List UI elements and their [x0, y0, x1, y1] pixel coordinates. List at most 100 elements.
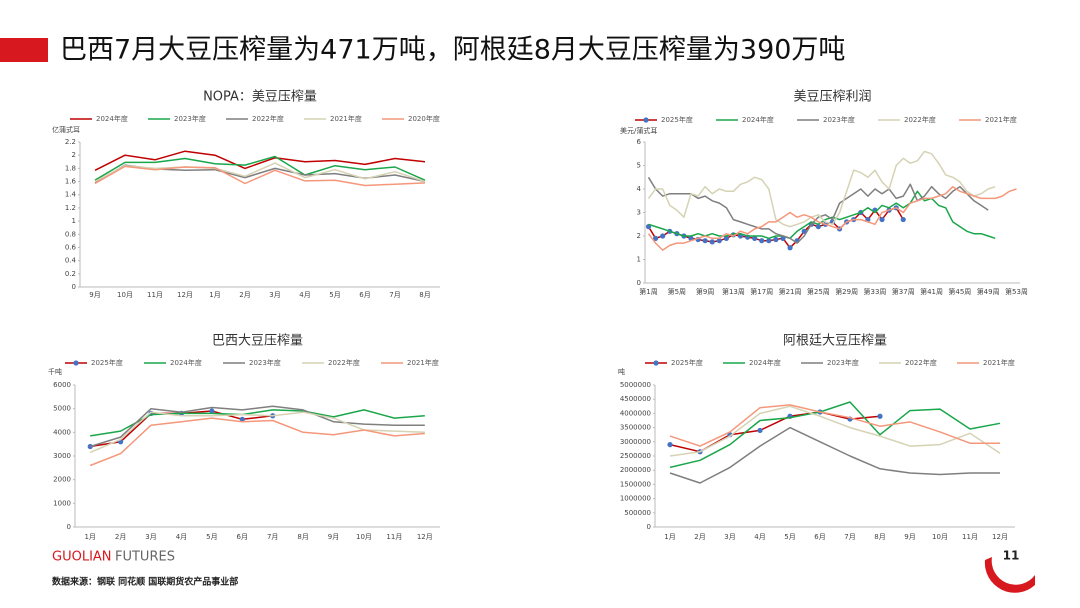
y-tick-label: 3000 [53, 452, 71, 460]
brand: GUOLIAN [52, 550, 112, 565]
x-tick-label: 4月 [754, 533, 765, 541]
series-marker [653, 235, 659, 241]
x-tick-label: 7月 [267, 533, 278, 541]
x-tick-label: 2月 [694, 533, 705, 541]
y-tick-label: 0.8 [65, 230, 76, 238]
series-marker [877, 413, 883, 419]
y-axis-label: 亿蒲式耳 [52, 125, 80, 134]
y-tick-label: 2000000 [620, 466, 651, 474]
legend-label: 2020年度 [408, 114, 440, 123]
y-tick-label: 5000000 [620, 381, 651, 389]
x-tick-label: 9月 [904, 533, 915, 541]
x-tick-label: 第45周 [948, 287, 971, 296]
y-tick-label: 3 [637, 209, 641, 217]
series-marker [716, 238, 722, 244]
page-decoration [984, 557, 1035, 593]
legend-label: 2024年度 [170, 358, 202, 367]
series-marker [879, 216, 885, 223]
series-marker [660, 233, 666, 239]
x-tick-label: 6月 [814, 533, 825, 541]
series-marker [757, 427, 763, 434]
legend-label: 2023年度 [174, 114, 206, 123]
y-tick-label: 6000 [53, 381, 71, 389]
x-tick-label: 3月 [724, 533, 735, 541]
y-tick-label: 1000000 [620, 495, 651, 503]
page-number: 11 [1003, 549, 1020, 563]
x-tick-label: 第21周 [779, 287, 802, 296]
chart-title: NOPA：美豆压榨量 [203, 89, 317, 105]
legend-label: 2024年度 [749, 358, 781, 367]
x-tick-label: 12月 [177, 291, 193, 299]
x-tick-label: 第29周 [835, 287, 858, 296]
legend-marker [643, 117, 649, 123]
y-tick-label: 2 [637, 232, 641, 240]
x-tick-label: 6月 [237, 533, 248, 541]
x-tick-label: 8月 [419, 291, 430, 299]
series-line [89, 411, 425, 454]
x-tick-label: 12月 [417, 533, 433, 541]
series-marker [766, 238, 772, 244]
x-tick-label: 10月 [117, 291, 133, 299]
x-tick-label: 6月 [359, 291, 370, 299]
legend-label: 2021年度 [983, 358, 1015, 367]
legend-label: 2023年度 [827, 358, 859, 367]
x-tick-label: 10月 [356, 533, 372, 541]
series-marker [87, 443, 93, 450]
series-line [647, 185, 1017, 251]
legend-label: 2024年度 [96, 114, 128, 123]
y-tick-label: 0 [67, 523, 71, 531]
legend-label: 2024年度 [742, 115, 774, 124]
legend-label: 2023年度 [249, 358, 281, 367]
x-tick-label: 1月 [209, 291, 220, 299]
x-tick-label: 4月 [176, 533, 187, 541]
series-line [94, 162, 426, 183]
y-tick-label: 1 [72, 217, 76, 225]
series-line [669, 426, 1000, 484]
series-marker [900, 216, 906, 223]
y-tick-label: 0 [637, 279, 641, 287]
legend-marker [73, 360, 79, 366]
x-tick-label: 11月 [147, 291, 163, 299]
series-marker [239, 416, 245, 422]
y-tick-label: 5 [637, 162, 641, 170]
x-tick-label: 3月 [269, 291, 280, 299]
legend-label: 2025年度 [661, 115, 693, 124]
x-tick-label: 第37周 [892, 287, 915, 296]
y-tick-label: 1.2 [65, 204, 76, 212]
y-axis-label: 吨 [618, 367, 625, 376]
x-tick-label: 第25周 [807, 287, 830, 296]
legend-label: 2021年度 [985, 115, 1017, 124]
y-tick-label: 2500000 [620, 452, 651, 460]
series-marker [209, 408, 215, 414]
x-tick-label: 4月 [299, 291, 310, 299]
x-tick-label: 5月 [784, 533, 795, 541]
series-marker [759, 238, 765, 244]
y-tick-label: 4000 [53, 428, 71, 436]
series-marker [815, 224, 821, 230]
legend-label: 2022年度 [252, 114, 284, 123]
x-tick-label: 第13周 [722, 287, 745, 296]
y-tick-label: 4000000 [620, 409, 651, 417]
brand-suffix: FUTURES [115, 550, 175, 565]
x-tick-label: 8月 [874, 533, 885, 541]
legend-label: 2021年度 [407, 358, 439, 367]
y-tick-label: 4500000 [620, 395, 651, 403]
x-tick-label: 1月 [664, 533, 675, 541]
legend-label: 2021年度 [330, 114, 362, 123]
chart-title: 美豆压榨利润 [793, 89, 871, 105]
x-tick-label: 2月 [115, 533, 126, 541]
y-tick-label: 3500000 [620, 424, 651, 432]
legend-label: 2025年度 [91, 358, 123, 367]
x-tick-label: 11月 [386, 533, 402, 541]
x-tick-label: 第33周 [863, 287, 886, 296]
x-tick-label: 5月 [329, 291, 340, 299]
x-tick-label: 第41周 [920, 287, 943, 296]
y-tick-label: 1000 [53, 499, 71, 507]
series-line [669, 405, 1001, 457]
series-line [647, 150, 996, 228]
y-tick-label: 0.2 [65, 270, 76, 278]
x-tick-label: 9月 [328, 533, 339, 541]
legend-label: 2022年度 [328, 358, 360, 367]
